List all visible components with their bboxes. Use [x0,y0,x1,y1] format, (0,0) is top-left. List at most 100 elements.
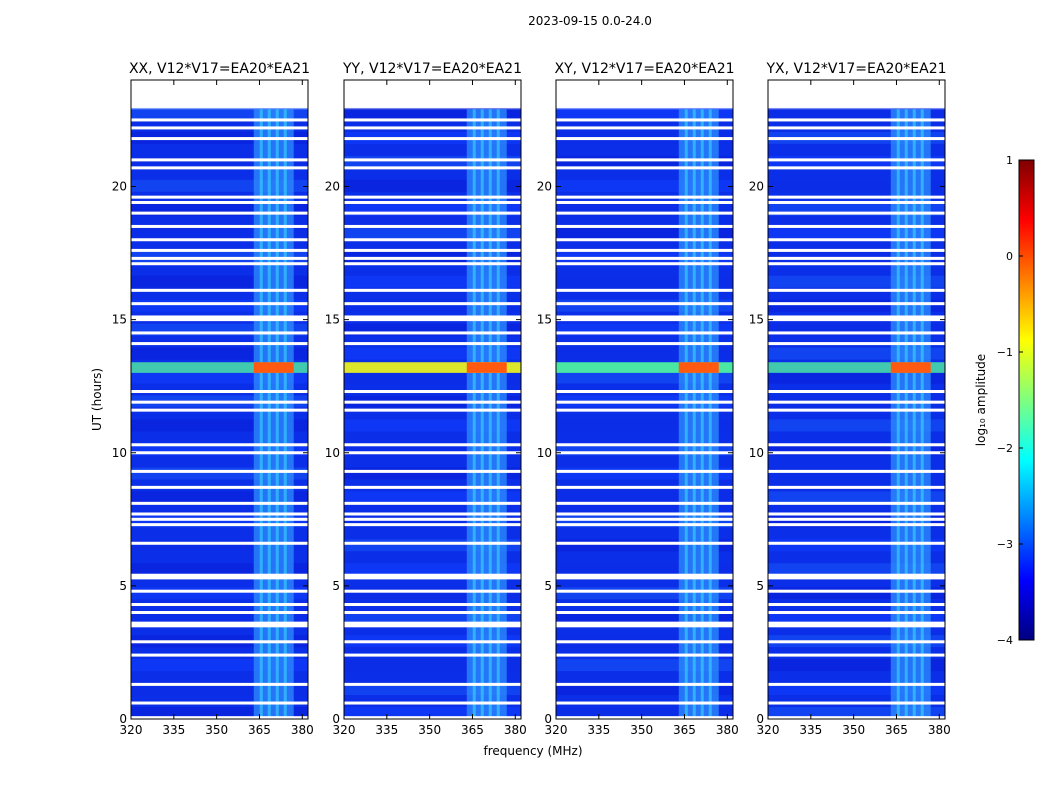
texture-band [768,107,945,120]
texture-band [556,347,733,360]
flag-gap [344,166,521,170]
flag-gap [768,126,945,130]
texture-band [131,179,308,192]
x-tick-label: 350 [418,723,441,737]
flag-gap [131,137,308,141]
flag-gap [131,400,308,404]
y-tick-label: 10 [749,446,764,460]
flag-gap [556,118,733,122]
flag-gap [556,576,733,580]
flag-gap [768,640,945,644]
flag-gap [768,512,945,516]
texture-band [556,587,733,600]
flag-gap [131,166,308,170]
texture-band [556,299,733,312]
flag-gap [131,501,308,505]
texture-band [556,611,733,624]
rfi-channel-line [912,109,916,720]
flag-gap [344,523,521,527]
flag-gap [344,573,521,577]
flag-gap [556,400,733,404]
flag-gap [131,624,308,628]
texture-band [768,179,945,192]
rfi-channel-line [684,109,688,720]
flag-gap [768,256,945,260]
flag-gap [344,195,521,199]
y-axis-label: UT (hours) [90,368,104,431]
flag-gap [768,158,945,162]
x-tick-label: 335 [375,723,398,737]
flag-gap [556,166,733,170]
texture-band [344,515,521,528]
texture-band [768,323,945,336]
flag-gap [344,451,521,455]
texture-band [131,347,308,360]
flag-gap [556,342,733,346]
texture-band [131,491,308,504]
panel-4: YX, V12*V17=EA20*EA21 320 335 350 365 380 0 5 10… [749,61,951,737]
flag-gap [768,400,945,404]
flag-gap [131,200,308,204]
flag-gap [344,640,521,644]
flag-gap [556,603,733,607]
panel-title: XY, V12*V17=EA20*EA21 [554,61,734,77]
panel-3: XY, V12*V17=EA20*EA21 320 335 350 365 380 0 5 10… [537,61,739,737]
texture-band [768,347,945,360]
x-tick-label: 365 [248,723,271,737]
y-tick-label: 15 [749,313,764,327]
colorbar [1018,159,1035,641]
texture-band [768,155,945,168]
flag-gap [768,315,945,319]
panel-title: YX, V12*V17=EA20*EA21 [765,61,946,77]
y-tick-label: 10 [325,446,340,460]
colorbar-group: 1 0 −1 −2 −3 −4 log₁₀ amplitude [974,154,1035,647]
flag-gap [344,238,521,242]
flag-gap [768,589,945,593]
texture-band [556,683,733,696]
x-tick-label: 335 [587,723,610,737]
flag-gap [344,624,521,628]
texture-band [131,419,308,432]
flag-gap [768,451,945,455]
texture-band [344,491,521,504]
flag-gap [131,640,308,644]
y-tick-label: 0 [544,712,552,726]
flag-gap [131,126,308,130]
panel-frame [343,79,522,720]
flag-gap [131,211,308,215]
flag-gap [131,517,308,521]
flag-gap [131,701,308,705]
texture-band [556,491,733,504]
y-tick-label: 5 [332,579,340,593]
flag-gap [131,256,308,260]
texture-band [344,539,521,552]
flag-gap [344,302,521,306]
colorbar-tick-label: −1 [997,346,1013,359]
flag-gap [556,126,733,130]
y-tick-label: 20 [325,180,340,194]
x-tick-label: 380 [291,723,314,737]
texture-band [131,659,308,672]
flag-gap [344,315,521,319]
colorbar-label: log₁₀ amplitude [974,354,988,446]
flag-gap [344,701,521,705]
flag-gap [131,573,308,577]
texture-band [768,299,945,312]
flag-gap [344,342,521,346]
flag-gap [556,469,733,473]
flag-gap [131,238,308,242]
y-tick-label: 0 [332,712,340,726]
flag-gap [131,318,308,322]
flag-gap [344,211,521,215]
flag-gap [556,485,733,489]
texture-band [344,347,521,360]
flag-gap [131,158,308,162]
texture-band [344,563,521,576]
rfi-channel-line [472,109,476,720]
flag-gap [556,262,733,266]
texture-band [344,443,521,456]
flag-gap [344,288,521,292]
flag-gap [556,611,733,614]
flag-gap [131,390,308,394]
flag-gap [131,576,308,580]
